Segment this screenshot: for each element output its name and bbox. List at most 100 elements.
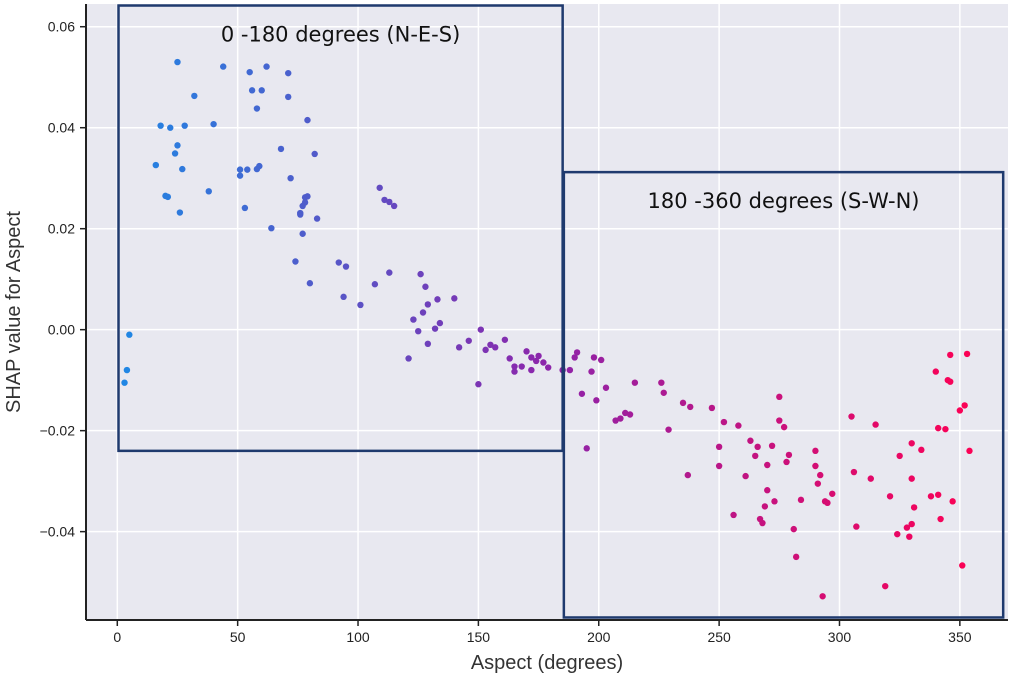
data-point bbox=[523, 348, 530, 355]
data-point bbox=[956, 407, 964, 414]
axes bbox=[85, 4, 1008, 621]
data-point bbox=[376, 184, 383, 191]
data-point bbox=[256, 162, 263, 170]
data-point bbox=[853, 523, 860, 530]
data-point bbox=[715, 443, 723, 451]
data-point bbox=[959, 562, 966, 569]
data-point bbox=[882, 582, 889, 590]
data-point bbox=[679, 399, 687, 407]
data-point bbox=[797, 496, 805, 504]
data-point bbox=[179, 165, 186, 173]
data-point bbox=[304, 193, 311, 200]
grid-lines bbox=[86, 4, 1008, 620]
data-point bbox=[357, 301, 364, 309]
data-point bbox=[415, 327, 422, 335]
data-point bbox=[465, 337, 472, 344]
data-point bbox=[263, 63, 270, 70]
data-point bbox=[665, 426, 672, 433]
data-point bbox=[814, 480, 822, 487]
data-point bbox=[759, 519, 766, 527]
data-point bbox=[908, 475, 915, 482]
x-tick-label: 300 bbox=[828, 629, 852, 645]
data-point bbox=[313, 215, 321, 222]
data-point bbox=[790, 525, 797, 533]
data-point bbox=[311, 150, 318, 158]
data-points bbox=[121, 58, 973, 600]
data-point bbox=[277, 145, 285, 153]
data-point bbox=[612, 417, 619, 424]
data-point bbox=[157, 122, 164, 129]
x-tick-label: 50 bbox=[230, 629, 246, 645]
data-point bbox=[768, 442, 776, 450]
data-point bbox=[121, 379, 128, 386]
data-point bbox=[934, 424, 942, 432]
data-point bbox=[593, 397, 600, 404]
x-tick-label: 0 bbox=[113, 629, 121, 645]
data-point bbox=[405, 355, 412, 362]
data-point bbox=[436, 319, 444, 327]
data-point bbox=[903, 524, 911, 531]
data-point bbox=[872, 421, 879, 428]
data-point bbox=[910, 504, 918, 511]
data-point bbox=[761, 503, 769, 510]
plot-background bbox=[86, 4, 1008, 620]
data-point bbox=[492, 344, 499, 351]
data-point bbox=[908, 440, 915, 447]
data-point bbox=[934, 491, 942, 498]
data-point bbox=[824, 499, 831, 507]
data-point bbox=[819, 593, 826, 600]
data-point bbox=[434, 296, 441, 303]
data-point bbox=[578, 390, 586, 397]
data-point bbox=[588, 368, 595, 375]
y-tick-label: 0.06 bbox=[48, 19, 75, 35]
data-point bbox=[123, 366, 131, 374]
data-point bbox=[752, 452, 759, 460]
data-point bbox=[506, 355, 513, 362]
y-axis-title: SHAP value for Aspect bbox=[3, 211, 25, 413]
data-point bbox=[167, 124, 174, 131]
data-point bbox=[626, 411, 634, 418]
x-tick-label: 100 bbox=[346, 629, 370, 645]
region-label-north-east-south: 0 -180 degrees (N-E-S) bbox=[221, 23, 460, 47]
data-point bbox=[174, 142, 181, 149]
data-point bbox=[906, 533, 913, 540]
data-point bbox=[742, 472, 749, 480]
data-point bbox=[590, 354, 598, 361]
data-point bbox=[949, 498, 956, 505]
data-point bbox=[285, 69, 292, 77]
data-point bbox=[735, 422, 742, 429]
data-point bbox=[937, 515, 944, 523]
data-point bbox=[631, 379, 639, 386]
data-point bbox=[511, 368, 518, 375]
data-point bbox=[371, 281, 379, 288]
data-point bbox=[966, 447, 973, 455]
data-point bbox=[783, 458, 790, 466]
data-point bbox=[754, 443, 761, 451]
data-point bbox=[297, 211, 304, 218]
data-point bbox=[776, 417, 783, 424]
data-point bbox=[482, 346, 489, 354]
data-point bbox=[419, 309, 427, 316]
data-point bbox=[306, 280, 314, 287]
data-point bbox=[386, 198, 393, 206]
data-point bbox=[720, 418, 728, 426]
data-point bbox=[518, 363, 525, 370]
data-point bbox=[299, 230, 306, 237]
data-point bbox=[455, 344, 463, 351]
data-point bbox=[152, 161, 160, 169]
data-point bbox=[942, 425, 949, 433]
x-tick-label: 250 bbox=[707, 629, 731, 645]
data-point bbox=[785, 451, 793, 459]
data-point bbox=[747, 437, 754, 444]
data-point bbox=[424, 301, 432, 308]
data-point bbox=[886, 493, 894, 500]
data-point bbox=[253, 105, 261, 112]
data-point bbox=[171, 150, 179, 157]
data-point bbox=[927, 493, 935, 500]
data-point bbox=[848, 413, 855, 420]
data-point bbox=[764, 487, 771, 494]
data-point bbox=[511, 363, 518, 370]
data-point bbox=[205, 188, 212, 195]
data-point bbox=[963, 350, 971, 358]
data-point bbox=[268, 224, 275, 232]
